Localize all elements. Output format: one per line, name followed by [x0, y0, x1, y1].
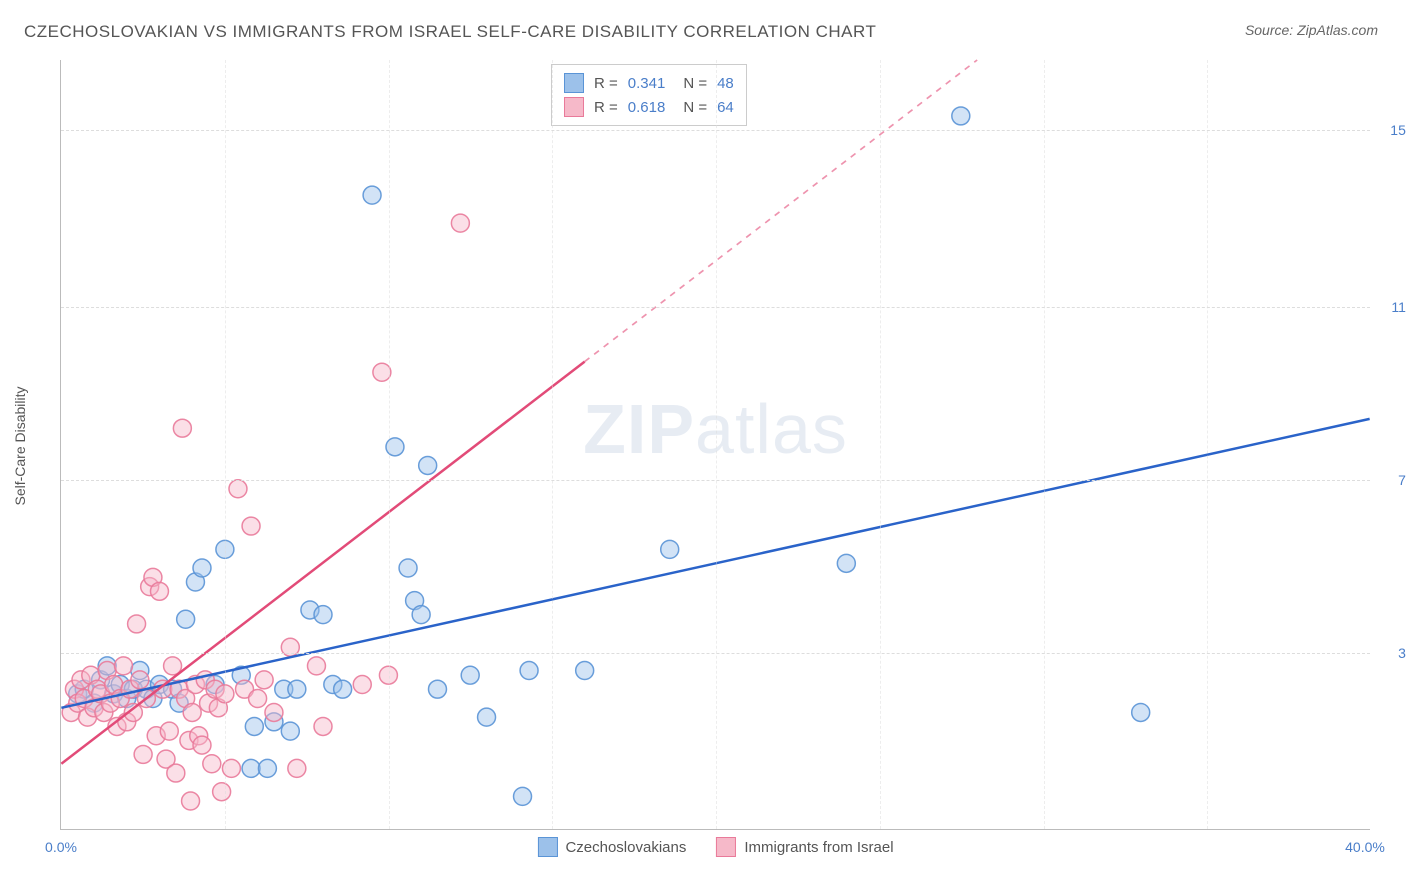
plot-area: ZIPatlas R =0.341 N =48 R =0.618 N =64 C…: [60, 60, 1370, 830]
source-attribution: Source: ZipAtlas.com: [1245, 22, 1378, 38]
x-tick-label: 40.0%: [1345, 839, 1385, 855]
x-tick-label: 0.0%: [45, 839, 77, 855]
y-tick-label: 3.8%: [1380, 645, 1406, 661]
legend-swatch-israel: [716, 837, 736, 857]
legend-bottom: Czechoslovakians Immigrants from Israel: [537, 837, 893, 857]
y-tick-label: 7.5%: [1380, 472, 1406, 488]
y-tick-label: 11.2%: [1380, 299, 1406, 315]
legend-swatch-czech: [537, 837, 557, 857]
y-axis-label: Self-Care Disability: [12, 386, 28, 505]
legend-swatch-blue: [564, 73, 584, 93]
chart-title: CZECHOSLOVAKIAN VS IMMIGRANTS FROM ISRAE…: [24, 22, 876, 42]
legend-item-czech: Czechoslovakians: [537, 837, 686, 857]
legend-stats-row-1: R =0.341 N =48: [564, 71, 734, 95]
y-tick-label: 15.0%: [1380, 122, 1406, 138]
legend-item-israel: Immigrants from Israel: [716, 837, 893, 857]
legend-stats: R =0.341 N =48 R =0.618 N =64: [551, 64, 747, 126]
legend-swatch-pink: [564, 97, 584, 117]
legend-stats-row-2: R =0.618 N =64: [564, 95, 734, 119]
